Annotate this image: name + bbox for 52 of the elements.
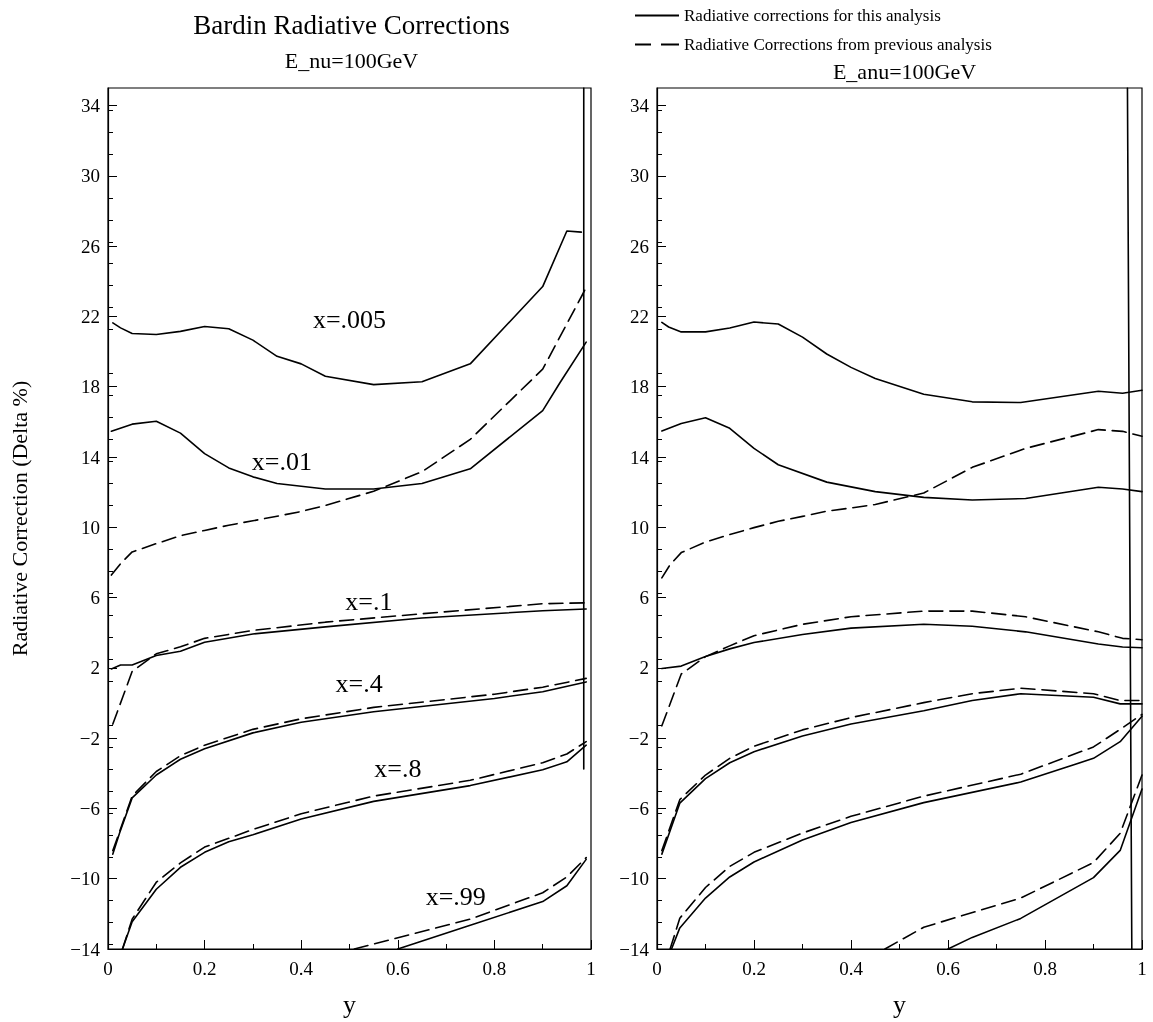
x-tick-label: 0.4 — [289, 958, 314, 979]
y-tick-label: 30 — [630, 165, 649, 187]
x-tick-label: 0.2 — [192, 958, 217, 979]
x-tick-label: 0.6 — [936, 958, 960, 979]
y-tick-label: −6 — [79, 797, 100, 819]
x-axis-title: y — [343, 989, 356, 1019]
annotation: x=.1 — [345, 587, 393, 617]
y-tick-label: 26 — [630, 235, 649, 257]
y-tick-label: 10 — [81, 516, 100, 538]
y-tick-label: 2 — [639, 657, 649, 679]
y-tick-label: 22 — [630, 305, 649, 327]
x-tick-label: 0.8 — [1033, 958, 1057, 979]
y-tick-label: 26 — [81, 235, 100, 257]
x-tick-label: 0.2 — [742, 958, 766, 979]
x-tick-label: 0.8 — [482, 958, 507, 979]
y-tick-label: 6 — [90, 587, 100, 609]
y-tick-label: −6 — [628, 797, 649, 819]
x-tick-label: 0.6 — [385, 958, 410, 979]
y-tick-label: 18 — [630, 376, 649, 398]
annotation: x=.005 — [312, 304, 387, 334]
y-tick-label: 10 — [630, 516, 649, 538]
y-tick-label: 14 — [81, 446, 101, 468]
y-tick-label: 34 — [630, 95, 650, 117]
y-tick-label: 14 — [630, 446, 650, 468]
y-tick-label: −14 — [70, 938, 101, 960]
x-axis-title: y — [893, 989, 906, 1019]
y-tick-label: 6 — [639, 587, 649, 609]
y-tick-label: −2 — [628, 727, 649, 749]
annotation: x=.8 — [374, 753, 422, 783]
y-tick-label: 18 — [81, 376, 100, 398]
annotation: x=.01 — [251, 446, 312, 476]
y-tick-label: −2 — [79, 727, 100, 749]
legend-label: Radiative corrections for this analysis — [684, 6, 941, 25]
x-tick-label: 0.4 — [839, 958, 864, 979]
x-tick-label: 1 — [586, 958, 596, 979]
y-tick-label: −10 — [619, 868, 649, 890]
y-tick-label: 22 — [81, 305, 100, 327]
annotation: x=.4 — [335, 669, 383, 699]
y-tick-label: 34 — [81, 95, 101, 117]
chart-subtitle: E_nu=100GeV — [284, 47, 419, 73]
y-axis-title: Radiative Correction (Delta %) — [6, 380, 32, 657]
chart-title: Bardin Radiative Corrections — [193, 9, 510, 40]
y-tick-label: −14 — [619, 938, 650, 960]
chart-title: E_anu=100GeV — [832, 58, 977, 84]
y-tick-label: 2 — [90, 657, 100, 679]
legend-label: Radiative Corrections from previous analysis — [684, 35, 992, 54]
y-tick-label: 30 — [81, 165, 100, 187]
x-tick-label: 1 — [1137, 958, 1147, 979]
x-tick-label: 0 — [652, 958, 662, 979]
x-tick-label: 0 — [103, 958, 113, 979]
y-tick-label: −10 — [70, 868, 100, 890]
annotation: x=.99 — [425, 881, 486, 911]
